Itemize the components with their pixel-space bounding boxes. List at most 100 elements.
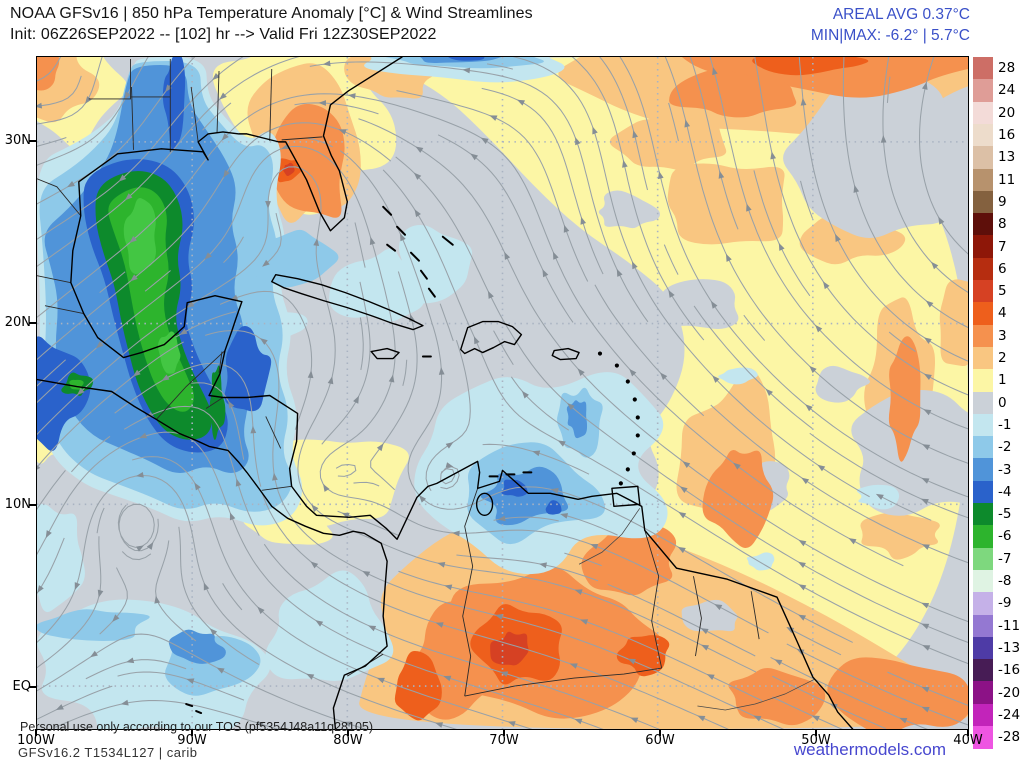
colorbar-segment [973, 57, 993, 80]
colorbar-segment [973, 324, 993, 348]
colorbar-segment [973, 146, 993, 169]
colorbar-value-label: -3 [998, 461, 1012, 478]
colorbar-segment [973, 592, 993, 615]
colorbar-value-label: 3 [998, 327, 1007, 344]
colorbar-value-label: 9 [998, 193, 1007, 210]
small-islands-layer [597, 351, 640, 486]
x-axis-tick [659, 729, 661, 736]
colorbar-segment [973, 123, 993, 147]
x-axis-tick [347, 729, 349, 736]
colorbar-value-label: 1 [998, 372, 1007, 389]
colorbar-segment [973, 413, 993, 437]
colorbar-value-label: -4 [998, 483, 1012, 500]
x-axis-label: 90W [177, 733, 207, 748]
colorbar-value-label: 0 [998, 394, 1007, 411]
colorbar-value-label: -16 [998, 662, 1021, 679]
colorbar-segment [973, 369, 993, 392]
map-init-valid-line: Init: 06Z26SEP2022 -- [102] hr --> Valid… [10, 26, 437, 43]
colorbar-value-label: 8 [998, 216, 1007, 233]
x-axis-label: 100W [17, 733, 55, 748]
colorbar-segment [973, 569, 993, 593]
colorbar-value-label: -11 [998, 617, 1021, 634]
y-axis-label: 20N [4, 315, 31, 330]
colorbar-segment [973, 346, 993, 370]
min-max-stat: MIN|MAX: -6.2° | 5.7°C [810, 27, 970, 44]
areal-avg-stat: AREAL AVG 0.37°C [832, 6, 970, 23]
colorbar-value-label: -13 [998, 639, 1021, 656]
weathermodels-link[interactable]: weathermodels.com [793, 740, 946, 759]
colorbar-value-label: 20 [998, 104, 1016, 121]
colorbar-value-label: 28 [998, 60, 1016, 77]
border-layer [37, 58, 760, 697]
colorbar-segment [973, 391, 993, 415]
x-axis-tick [191, 729, 193, 736]
colorbar-value-label: 2 [998, 350, 1007, 367]
x-axis-label: 70W [489, 733, 519, 748]
colorbar-segment [973, 257, 993, 281]
colorbar-segment [973, 525, 993, 549]
x-axis-tick [35, 729, 37, 736]
y-axis-label: 30N [4, 133, 31, 148]
colorbar-value-label: 6 [998, 260, 1007, 277]
x-axis-tick [503, 729, 505, 736]
colorbar-segment [973, 190, 993, 214]
colorbar-segment [973, 235, 993, 259]
colorbar-value-label: 5 [998, 283, 1007, 300]
colorbar-value-label: -8 [998, 573, 1012, 590]
colorbar-value-label: -5 [998, 506, 1012, 523]
colorbar-value-label: 7 [998, 238, 1007, 255]
colorbar-segment [973, 213, 993, 236]
colorbar-segment [973, 703, 993, 727]
x-axis-label: 80W [333, 733, 363, 748]
y-axis-tick [29, 504, 36, 506]
colorbar-value-label: -2 [998, 439, 1012, 456]
colorbar-value-label: -9 [998, 595, 1012, 612]
coastline-layer [37, 57, 854, 729]
colorbar-value-label: 11 [998, 171, 1016, 188]
colorbar-segment [973, 636, 993, 660]
river-layer [578, 508, 816, 711]
colorbar-value-label: -28 [998, 729, 1021, 746]
y-axis-tick [29, 686, 36, 688]
colorbar-segment [973, 547, 993, 571]
colorbar-value-label: 16 [998, 127, 1016, 144]
colorbar-segment [973, 280, 993, 303]
y-axis-tick [29, 322, 36, 324]
colorbar-value-label: -20 [998, 684, 1021, 701]
anomaly-fill-layer [37, 57, 968, 729]
colorbar-segment [973, 302, 993, 326]
colorbar-segment [973, 503, 993, 526]
watermark-text: Personal use only according to our TOS (… [20, 720, 374, 734]
header-stats: AREAL AVG 0.37°C MIN|MAX: -6.2° | 5.7°C [811, 4, 970, 46]
model-info-label: GFSv16.2 T1534L127 | carib [18, 745, 198, 760]
x-axis-label: 40W [953, 733, 983, 748]
wind-streamline-layer [37, 57, 968, 729]
colorbar-segment [973, 436, 993, 459]
colorbar-segment [973, 168, 993, 192]
colorbar-value-label: 24 [998, 82, 1016, 99]
colorbar-segment [973, 79, 993, 103]
colorbar-value-label: -7 [998, 550, 1012, 567]
colorbar-segment [973, 480, 993, 504]
x-axis-label: 50W [801, 733, 831, 748]
colorbar-value-label: 4 [998, 305, 1007, 322]
colorbar-value-label: -24 [998, 706, 1021, 723]
x-axis-tick [815, 729, 817, 736]
colorbar-value-label: -1 [998, 416, 1012, 433]
colorbar-segment [973, 614, 993, 638]
colorbar-segment [973, 726, 993, 749]
colorbar-segment [973, 458, 993, 482]
map-title: NOAA GFSv16 | 850 hPa Temperature Anomal… [10, 5, 533, 22]
map-canvas [36, 56, 969, 730]
colorbar-value-label: 13 [998, 149, 1016, 166]
colorbar-segment [973, 681, 993, 705]
x-axis-tick [967, 729, 969, 736]
x-axis-label: 60W [645, 733, 675, 748]
colorbar-segment [973, 101, 993, 125]
y-axis-label: EQ [12, 679, 31, 694]
colorbar-segment [973, 659, 993, 682]
y-axis-label: 10N [4, 497, 31, 512]
y-axis-tick [29, 140, 36, 142]
colorbar-value-label: -6 [998, 528, 1012, 545]
